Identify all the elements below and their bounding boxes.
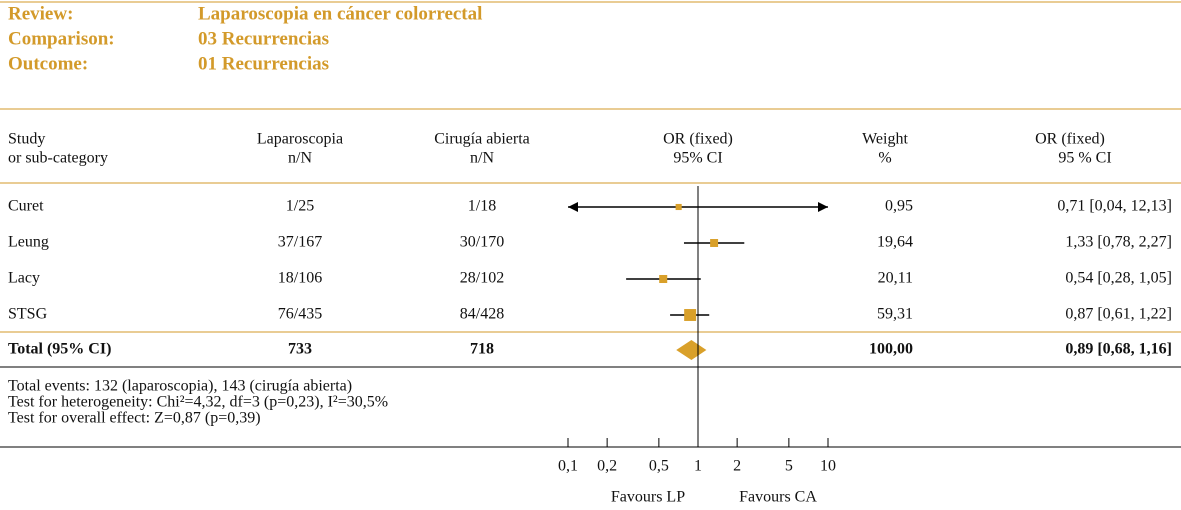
effect-square [710,239,719,247]
lap-count: 76/435 [278,306,322,323]
column-header: Weight [862,131,908,148]
weight: 59,31 [877,306,913,323]
ci-arrow [568,202,578,212]
column-header: n/N [470,150,494,167]
x-tick-label: 10 [820,458,836,475]
weight: 100,00 [869,341,913,358]
x-tick-label: 2 [733,458,741,475]
x-tick-label: 0,1 [558,458,578,475]
x-tick-label: 0,2 [597,458,617,475]
x-tick-label: 5 [785,458,793,475]
weight: 19,64 [877,234,913,251]
or-ci: 0,71 [0,04, 12,13] [1057,198,1172,215]
weight: 20,11 [878,270,913,287]
note: Test for heterogeneity: Chi²=4,32, df=3 … [8,394,388,411]
header-label: Comparison: [8,28,115,49]
column-header: % [878,150,891,167]
note: Test for overall effect: Z=0,87 (p=0,39) [8,410,261,427]
column-header: 95% CI [673,150,722,167]
header-value: Laparoscopia en cáncer colorrectal [198,3,482,24]
effect-square [659,274,668,284]
column-header: OR (fixed) [1035,131,1105,148]
note: Total events: 132 (laparoscopia), 143 (c… [8,378,352,395]
column-header: Study [8,131,45,148]
pooled-diamond [676,340,707,360]
favours-left: Favours LP [611,489,685,506]
lap-count: 733 [288,341,312,358]
header-label: Review: [8,3,73,24]
open-count: 1/18 [468,198,496,215]
x-tick-label: 1 [694,458,702,475]
effect-square [675,203,682,211]
ci-arrow [818,202,828,212]
open-count: 28/102 [460,270,504,287]
study-name: STSG [8,306,48,323]
open-count: 30/170 [460,234,504,251]
lap-count: 37/167 [278,234,322,251]
header-label: Outcome: [8,53,88,74]
effect-square [684,309,697,321]
column-header: Laparoscopia [257,131,343,148]
header-value: 01 Recurrencias [198,53,329,74]
column-header: or sub-category [8,150,108,167]
or-ci: 0,89 [0,68, 1,16] [1065,341,1172,358]
lap-count: 18/106 [278,270,322,287]
weight: 0,95 [885,198,913,215]
study-name: Curet [8,198,44,215]
column-header: OR (fixed) [663,131,733,148]
favours-right: Favours CA [739,489,817,506]
or-ci: 0,54 [0,28, 1,05] [1065,270,1172,287]
study-name: Total (95% CI) [8,341,111,358]
column-header: Cirugía abierta [434,131,530,148]
study-name: Leung [8,234,49,251]
column-header: n/N [288,150,312,167]
column-header: 95 % CI [1058,150,1111,167]
or-ci: 0,87 [0,61, 1,22] [1065,306,1172,323]
open-count: 84/428 [460,306,504,323]
x-tick-label: 0,5 [649,458,669,475]
study-name: Lacy [8,270,40,287]
or-ci: 1,33 [0,78, 2,27] [1065,234,1172,251]
lap-count: 1/25 [286,198,314,215]
header-value: 03 Recurrencias [198,28,329,49]
open-count: 718 [470,341,494,358]
